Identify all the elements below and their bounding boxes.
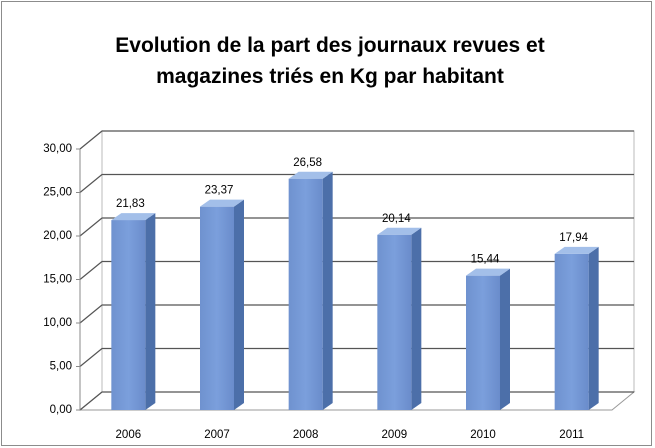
bar-top — [288, 171, 333, 179]
data-label: 20,14 — [382, 213, 411, 225]
bar-side — [234, 199, 244, 410]
data-label: 17,94 — [559, 232, 588, 244]
grid-line — [79, 217, 634, 237]
grid-line — [79, 260, 634, 280]
x-tick-label: 2008 — [293, 429, 319, 441]
bar-side — [145, 213, 156, 410]
bar — [111, 220, 146, 410]
grid-line — [79, 391, 634, 411]
x-tick-label: 2007 — [204, 429, 230, 441]
data-label: 15,44 — [471, 254, 500, 266]
grid-line — [79, 130, 634, 150]
y-tick-label: 0,00 — [50, 404, 72, 416]
bar-top — [111, 213, 156, 221]
y-tick-label: 30,00 — [43, 143, 72, 155]
grid-line — [79, 304, 634, 324]
data-label: 26,58 — [293, 157, 322, 169]
chart-title: Evolution de la part des journaux revues… — [115, 34, 545, 88]
bar — [466, 275, 500, 410]
bar-side — [500, 268, 510, 410]
y-tick-label: 5,00 — [50, 361, 72, 373]
bar — [200, 206, 234, 410]
bar — [377, 234, 412, 410]
bar-side — [322, 171, 333, 410]
bar — [554, 253, 589, 410]
data-label: 23,37 — [205, 185, 234, 197]
x-tick-label: 2010 — [470, 429, 496, 441]
y-tick-label: 10,00 — [43, 317, 72, 329]
x-tick-label: 2006 — [116, 429, 142, 441]
data-label: 21,83 — [116, 198, 145, 210]
bar-top — [466, 268, 510, 276]
x-tick-label: 2011 — [559, 429, 584, 441]
grid-line — [79, 347, 634, 367]
grid-line — [79, 173, 634, 193]
bar-side — [588, 246, 599, 410]
bar-top — [200, 199, 244, 207]
y-tick-label: 20,00 — [43, 230, 72, 242]
bar-top — [377, 227, 422, 235]
bar-top — [554, 246, 599, 254]
y-tick-label: 15,00 — [43, 274, 72, 286]
bar-side — [411, 227, 422, 410]
y-tick-label: 25,00 — [43, 187, 72, 199]
bar — [288, 178, 323, 410]
x-tick-label: 2009 — [382, 429, 408, 441]
floor — [78, 391, 636, 411]
